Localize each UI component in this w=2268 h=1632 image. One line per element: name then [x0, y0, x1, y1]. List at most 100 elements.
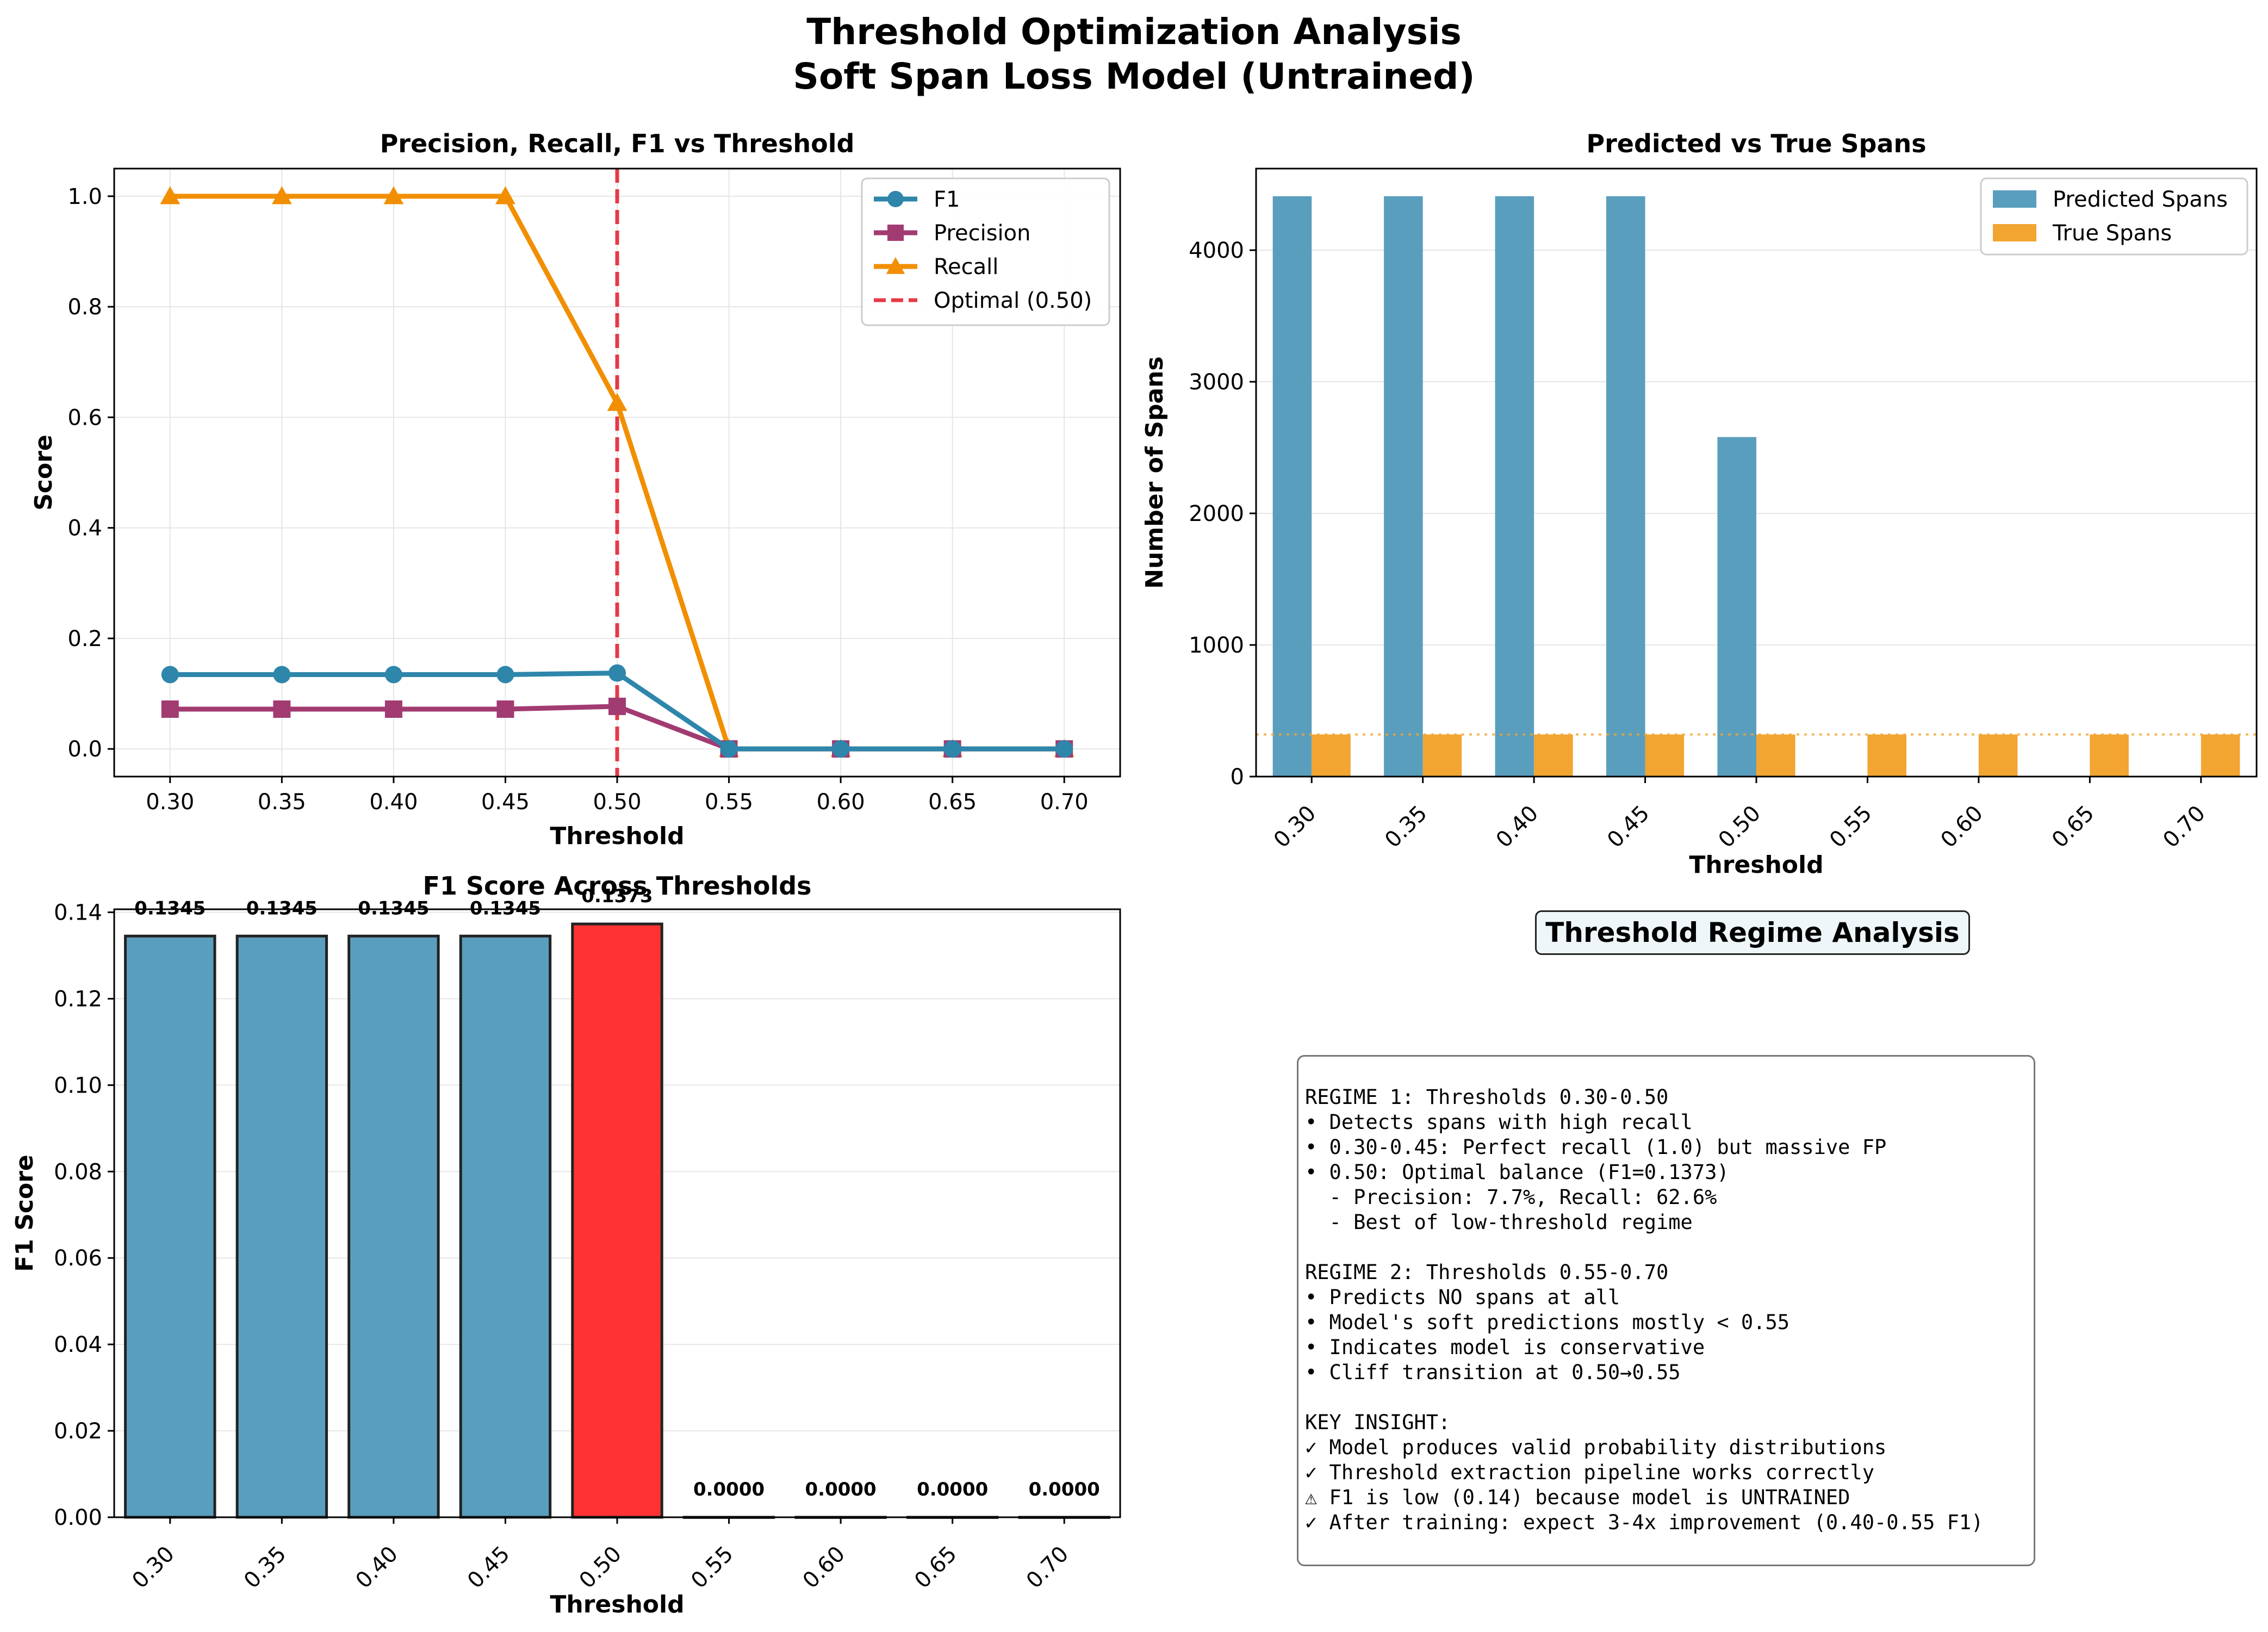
chart1-y-tick-label: 0.4	[67, 516, 102, 541]
regime-panel: REGIME 1: Thresholds 0.30-0.50 • Detects…	[1297, 1055, 2035, 1566]
chart2-x-tick-label: 0.45	[1602, 801, 1655, 853]
chart2-x-tick-label: 0.50	[1714, 801, 1766, 853]
chart1-y-tick-label: 0.2	[67, 626, 102, 651]
chart1-x-axis-label: Threshold	[550, 822, 684, 850]
chart2-bar-true	[1534, 734, 1573, 777]
chart3-x-tick-label: 0.60	[798, 1542, 850, 1594]
chart1-legend-marker	[887, 191, 904, 207]
chart3-y-tick-label: 0.06	[54, 1246, 102, 1271]
chart1-point-precision	[496, 700, 514, 718]
chart3-y-axis-label: F1 Score	[11, 1155, 39, 1272]
chart2-bar-true	[1422, 734, 1462, 777]
chart2-bar-predicted	[1495, 196, 1534, 777]
chart2-legend-swatch	[1993, 224, 2036, 241]
chart3-bar	[124, 934, 216, 1519]
chart3-x-tick-label: 0.35	[239, 1542, 291, 1594]
chart2-x-tick-label: 0.70	[2158, 801, 2210, 853]
chart2-bar-predicted	[1606, 196, 1645, 777]
chart1-legend-label: F1	[934, 187, 960, 212]
chart1-x-tick-label: 0.45	[481, 790, 530, 815]
chart3-x-tick-label: 0.70	[1022, 1542, 1074, 1594]
chart1-point-f1	[161, 666, 179, 684]
chart3-x-axis-label: Threshold	[550, 1591, 684, 1618]
chart2-y-tick-label: 0	[1231, 765, 1244, 790]
chart2-x-tick-label: 0.65	[2047, 801, 2099, 853]
chart1-y-tick-label: 0.0	[67, 737, 102, 762]
chart3-data-label: 0.0000	[1029, 1479, 1100, 1500]
chart1-x-tick-label: 0.55	[705, 790, 753, 815]
chart2-legend-swatch	[1993, 190, 2036, 208]
chart2-bar-true	[1978, 734, 2018, 777]
chart1-point-recall	[607, 393, 627, 411]
chart1-title: Precision, Recall, F1 vs Threshold	[380, 129, 855, 158]
chart3-x-tick-label: 0.40	[351, 1542, 403, 1594]
chart1-point-f1	[496, 666, 514, 684]
chart1-point-recall	[160, 186, 181, 204]
chart2-y-tick-label: 4000	[1189, 238, 1244, 263]
chart3-data-label: 0.0000	[805, 1479, 877, 1500]
chart1-point-f1	[832, 740, 850, 758]
chart1-x-tick-label: 0.60	[817, 790, 865, 815]
chart1-point-f1	[1055, 740, 1073, 758]
chart2-bar-predicted	[1272, 196, 1312, 777]
chart2-y-tick-label: 3000	[1189, 370, 1244, 395]
chart1-point-f1	[273, 666, 291, 684]
chart3-y-tick-label: 0.02	[54, 1419, 102, 1444]
chart3-x-tick-label: 0.30	[127, 1542, 179, 1594]
chart2-bar-predicted	[1384, 196, 1423, 777]
chart2-x-tick-label: 0.40	[1492, 801, 1544, 853]
chart2-legend-label: Predicted Spans	[2053, 187, 2228, 212]
chart3-y-tick-label: 0.10	[54, 1073, 102, 1098]
chart2-x-tick-label: 0.55	[1825, 801, 1877, 853]
chart1-legend-label: Recall	[934, 255, 998, 280]
chart1-point-recall	[495, 186, 515, 204]
chart3-data-label: 0.0000	[693, 1479, 765, 1500]
chart1-x-tick-label: 0.50	[593, 790, 641, 815]
chart2-title: Predicted vs True Spans	[1586, 129, 1926, 158]
chart2-y-tick-label: 1000	[1189, 633, 1244, 658]
chart1-legend-marker	[887, 225, 904, 241]
chart2-legend-label: True Spans	[2052, 221, 2172, 246]
chart3-bar	[347, 934, 440, 1519]
chart3-bar	[235, 934, 328, 1519]
chart3-x-tick-label: 0.50	[575, 1542, 627, 1594]
chart3-data-label: 0.1345	[246, 897, 318, 919]
chart3-data-label: 0.0000	[917, 1479, 988, 1500]
chart3-y-tick-label: 0.14	[54, 901, 102, 926]
chart1-point-recall	[271, 186, 292, 204]
chart2-bar-true	[1867, 734, 1906, 777]
chart1-legend-label: Precision	[934, 221, 1030, 246]
regime-panel-text: REGIME 1: Thresholds 0.30-0.50 • Detects…	[1305, 1085, 1984, 1534]
chart2-bar-true	[1645, 734, 1685, 777]
chart3-data-label: 0.1373	[581, 885, 653, 907]
chart3-x-tick-label: 0.65	[910, 1542, 962, 1594]
chart2-x-tick-label: 0.35	[1380, 801, 1432, 853]
chart1-point-precision	[273, 700, 291, 718]
chart3-x-tick-label: 0.45	[463, 1542, 515, 1594]
chart3-x-tick-label: 0.55	[686, 1542, 738, 1594]
figure-title-line-1: Threshold Optimization Analysis	[806, 11, 1462, 53]
chart3-y-tick-label: 0.00	[54, 1505, 102, 1530]
chart1-point-f1	[384, 666, 402, 684]
chart2-bar-true	[1756, 734, 1795, 777]
chart3-y-tick-label: 0.12	[54, 986, 102, 1012]
chart1-y-axis-label: Score	[30, 435, 58, 511]
chart1-point-f1	[943, 740, 961, 758]
chart3-data-label: 0.1345	[134, 897, 206, 919]
chart3-data-label: 0.1345	[470, 897, 541, 919]
chart1-legend	[861, 177, 1110, 326]
chart2-bar-true	[2090, 734, 2129, 777]
chart1-x-tick-label: 0.65	[928, 790, 977, 815]
chart1-y-tick-label: 0.6	[67, 405, 102, 430]
chart3-y-tick-label: 0.04	[54, 1332, 102, 1357]
chart1-point-f1	[720, 740, 738, 758]
chart1-point-f1	[608, 664, 626, 682]
chart1-legend-label: Optimal (0.50)	[934, 288, 1092, 313]
chart1-point-precision	[384, 700, 402, 718]
figure-title: Threshold Optimization Analysis Soft Spa…	[0, 10, 2268, 99]
chart1-x-tick-label: 0.40	[369, 790, 418, 815]
chart2-y-axis-label: Number of Spans	[1141, 356, 1169, 588]
chart1-legend-marker	[886, 257, 905, 274]
chart3-bar	[459, 934, 552, 1519]
figure-title-line-2: Soft Span Loss Model (Untrained)	[793, 55, 1475, 97]
